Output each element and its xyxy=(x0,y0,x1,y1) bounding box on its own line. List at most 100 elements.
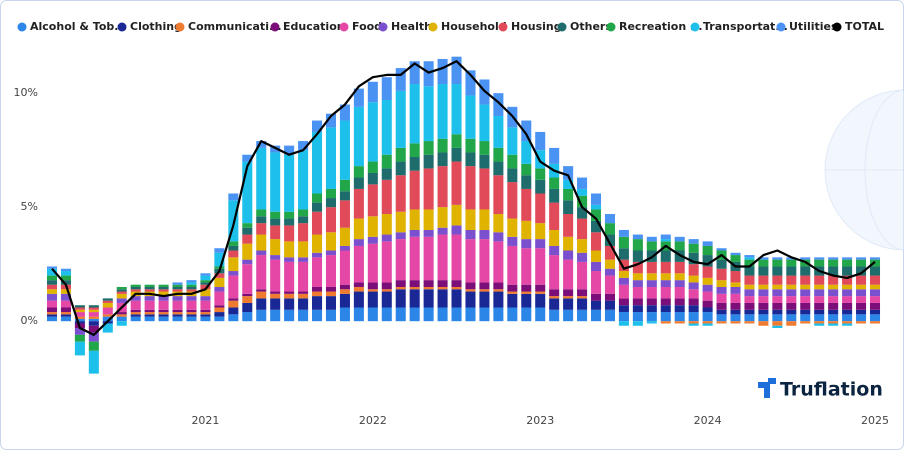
legend-swatch xyxy=(832,22,842,32)
bar-segment xyxy=(130,300,141,310)
legend-swatch xyxy=(690,22,700,32)
x-tick-label: 2021 xyxy=(191,414,219,427)
bar-segment xyxy=(507,245,518,285)
bar-segment xyxy=(367,243,378,283)
bar-segment xyxy=(577,218,588,240)
bar-segment xyxy=(590,293,602,301)
bar-segment xyxy=(409,236,420,281)
bar-segment xyxy=(772,266,783,276)
bar-segment xyxy=(814,302,825,310)
bar-segment xyxy=(158,314,169,317)
bar-segment xyxy=(465,239,476,283)
bar-segment xyxy=(549,177,560,189)
bar-segment xyxy=(646,305,657,313)
bar-segment xyxy=(493,93,504,116)
bar-segment xyxy=(521,284,532,292)
bar-segment xyxy=(758,275,769,285)
bar-segment xyxy=(842,257,853,260)
bar-segment xyxy=(298,261,309,292)
bar-segment xyxy=(772,321,783,326)
bar-segment xyxy=(284,154,295,212)
bar-segment xyxy=(242,227,253,235)
bar-segment xyxy=(46,268,58,276)
bar-segment xyxy=(730,286,741,294)
bar-segment xyxy=(46,312,58,315)
bar-segment xyxy=(744,302,755,310)
bar-segment xyxy=(339,120,350,180)
bar-segment xyxy=(214,305,225,308)
bar-segment xyxy=(298,216,309,224)
bar-segment xyxy=(130,296,141,301)
legend-label: Household xyxy=(441,20,507,33)
bar-segment xyxy=(535,239,546,249)
bar-segment xyxy=(88,305,99,308)
bar-segment xyxy=(144,316,155,322)
bar-segment xyxy=(130,289,141,292)
legend-swatch xyxy=(117,22,127,32)
bar-segment xyxy=(632,280,643,287)
bar-segment xyxy=(772,302,783,310)
bar-segment xyxy=(451,234,462,281)
bar-segment xyxy=(172,314,183,317)
bar-segment xyxy=(493,289,504,292)
bar-segment xyxy=(730,314,741,322)
bar-segment xyxy=(521,120,532,142)
bar-segment xyxy=(716,293,727,303)
bar-segment xyxy=(577,296,588,299)
bar-segment xyxy=(172,309,183,313)
bar-segment xyxy=(493,241,504,283)
bar-segment xyxy=(716,309,727,315)
bar-segment xyxy=(256,209,267,217)
bar-segment xyxy=(563,188,574,201)
bar-segment xyxy=(102,314,113,317)
bar-segment xyxy=(577,239,588,253)
bar-segment xyxy=(646,312,657,322)
bar-segment xyxy=(563,166,574,180)
bar-segment xyxy=(256,289,267,292)
bar-segment xyxy=(842,275,853,285)
bar-segment xyxy=(493,291,504,308)
bar-segment xyxy=(325,291,337,297)
bar-segment xyxy=(828,284,839,290)
bar-segment xyxy=(186,282,197,285)
bar-segment xyxy=(437,152,448,167)
bar-segment xyxy=(660,280,671,287)
bar-segment xyxy=(869,296,881,303)
bar-segment xyxy=(325,286,337,292)
bar-segment xyxy=(856,314,867,322)
bar-segment xyxy=(800,257,811,260)
bar-segment xyxy=(325,113,337,128)
bar-segment xyxy=(395,289,406,308)
bar-segment xyxy=(660,321,671,324)
bar-segment xyxy=(395,307,406,322)
bar-segment xyxy=(242,154,253,162)
bar-segment xyxy=(102,302,113,308)
bar-segment xyxy=(395,280,406,287)
bar-segment xyxy=(437,207,448,228)
bar-segment xyxy=(451,225,462,235)
bar-segment xyxy=(395,161,406,176)
bar-segment xyxy=(88,318,99,322)
bar-segment xyxy=(116,286,127,290)
bar-segment xyxy=(674,261,685,274)
bar-segment xyxy=(702,323,713,326)
bar-segment xyxy=(828,302,839,310)
bar-segment xyxy=(465,152,476,167)
bar-segment xyxy=(618,236,629,249)
bar-segment xyxy=(186,289,197,292)
bar-segment xyxy=(688,305,699,313)
bar-segment xyxy=(423,236,434,281)
bar-segment xyxy=(228,314,239,322)
bar-segment xyxy=(451,134,462,148)
bar-segment xyxy=(102,298,113,301)
bar-segment xyxy=(228,300,239,308)
bar-segment xyxy=(535,168,546,180)
bar-segment xyxy=(284,225,295,242)
bar-segment xyxy=(535,179,546,194)
bar-segment xyxy=(465,291,476,308)
bar-segment xyxy=(465,95,476,139)
bar-segment xyxy=(214,286,225,292)
bar-segment xyxy=(660,239,671,242)
x-tick-label: 2022 xyxy=(359,414,387,427)
bar-segment xyxy=(437,307,448,322)
